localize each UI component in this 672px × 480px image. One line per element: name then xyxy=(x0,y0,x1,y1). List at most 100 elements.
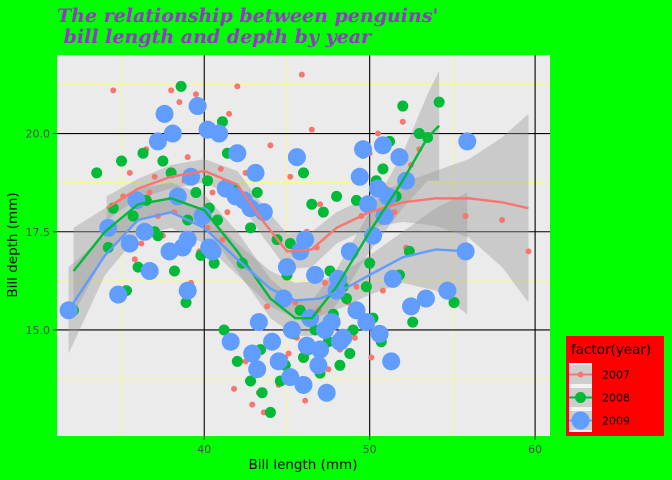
point-2007 xyxy=(131,256,138,263)
point-2009 xyxy=(350,167,369,186)
x-tick-label: 50 xyxy=(363,443,377,456)
point-2009 xyxy=(294,375,313,394)
point-2008 xyxy=(152,230,164,242)
point-2008 xyxy=(397,100,409,112)
point-2008 xyxy=(208,257,220,269)
y-tick-label: 15.0 xyxy=(26,324,51,337)
point-2008 xyxy=(298,167,309,179)
axes: 40 50 60 15.0 17.5 20.0 xyxy=(26,128,543,456)
point-2008 xyxy=(377,163,389,175)
point-2009 xyxy=(347,301,366,320)
point-2009 xyxy=(221,332,240,351)
point-2008 xyxy=(231,355,243,367)
point-2007 xyxy=(168,87,175,94)
point-2009 xyxy=(373,136,392,155)
point-2007 xyxy=(317,201,324,208)
point-2009 xyxy=(140,262,159,281)
point-2008 xyxy=(407,316,419,328)
point-2008 xyxy=(157,155,169,167)
point-2007 xyxy=(308,126,315,133)
point-2009 xyxy=(357,313,376,332)
point-2008 xyxy=(168,265,180,277)
point-2009 xyxy=(402,297,421,316)
point-2008 xyxy=(433,96,445,108)
point-2008 xyxy=(298,351,309,363)
point-2008 xyxy=(180,296,192,308)
point-2008 xyxy=(202,175,214,187)
y-tick-label: 17.5 xyxy=(26,226,51,239)
point-2009 xyxy=(397,171,416,190)
point-2009 xyxy=(269,352,288,371)
point-2007 xyxy=(285,350,292,357)
point-2007 xyxy=(110,87,117,94)
point-2007 xyxy=(234,83,241,90)
x-tick-label: 40 xyxy=(197,443,211,456)
point-2007 xyxy=(287,173,294,180)
legend-label-2008: 2008 xyxy=(602,392,630,405)
point-2007 xyxy=(176,99,183,106)
point-2009 xyxy=(248,360,267,379)
point-2008 xyxy=(256,387,268,399)
point-2007 xyxy=(184,154,191,161)
legend-label-2007: 2007 xyxy=(602,369,630,382)
ribbon-2009 xyxy=(68,192,468,354)
point-2009 xyxy=(200,238,219,257)
point-2007 xyxy=(374,130,381,137)
point-2009 xyxy=(178,281,197,300)
point-2009 xyxy=(249,313,268,332)
point-2009 xyxy=(263,332,282,351)
point-2009 xyxy=(309,356,328,375)
smooth-line-2009 xyxy=(67,210,468,311)
point-2007 xyxy=(209,189,216,196)
legend-key-point xyxy=(577,371,584,378)
x-tick-label: 60 xyxy=(528,443,542,456)
point-2009 xyxy=(390,148,409,167)
legend-key-point xyxy=(571,411,590,430)
point-2008 xyxy=(331,190,343,202)
point-2009 xyxy=(416,289,435,308)
point-2009 xyxy=(383,269,402,288)
point-2009 xyxy=(370,324,389,343)
point-2007 xyxy=(126,169,133,176)
smooth-line-2007 xyxy=(105,169,529,253)
point-2009 xyxy=(311,340,330,359)
point-2009 xyxy=(359,195,378,214)
point-2008 xyxy=(364,257,376,269)
point-2007 xyxy=(151,173,158,180)
point-2009 xyxy=(281,368,300,387)
point-2009 xyxy=(148,132,167,151)
point-2007 xyxy=(322,279,329,286)
point-2008 xyxy=(360,281,372,293)
point-2008 xyxy=(245,222,257,234)
point-2008 xyxy=(91,167,103,179)
point-2007 xyxy=(219,236,226,243)
chart-title-line-1: The relationship between penguins' xyxy=(57,5,438,27)
legend-label-2009: 2009 xyxy=(602,415,630,428)
x-axis-title: Bill length (mm) xyxy=(249,457,358,473)
legend-title: factor(year) xyxy=(571,342,651,358)
point-2009 xyxy=(306,265,325,284)
point-2009 xyxy=(282,320,301,339)
point-2008 xyxy=(218,324,230,336)
scatter-points xyxy=(59,71,532,418)
point-2009 xyxy=(287,148,306,167)
point-2009 xyxy=(155,104,174,123)
point-2007 xyxy=(264,303,271,310)
point-2009 xyxy=(246,163,265,182)
point-2007 xyxy=(226,110,233,117)
point-2007 xyxy=(298,71,305,78)
point-2007 xyxy=(353,283,360,290)
point-2009 xyxy=(330,332,349,351)
legend-key-point xyxy=(575,392,586,403)
point-2008 xyxy=(317,206,329,218)
point-2007 xyxy=(302,397,309,404)
point-2008 xyxy=(251,186,263,198)
point-2007 xyxy=(224,209,231,216)
point-2009 xyxy=(163,124,182,143)
point-2009 xyxy=(322,313,341,332)
point-2007 xyxy=(368,354,375,361)
point-2009 xyxy=(193,207,212,226)
point-2008 xyxy=(306,198,318,210)
point-2007 xyxy=(399,118,406,125)
point-2009 xyxy=(226,187,245,206)
